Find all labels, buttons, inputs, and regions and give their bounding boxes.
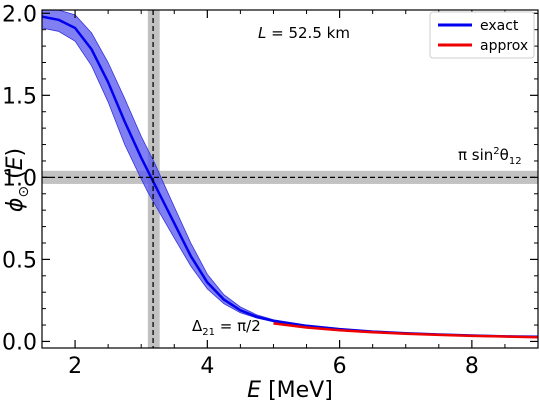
- y-tick-label: 0.0: [2, 330, 37, 355]
- reference-lines: [42, 10, 538, 348]
- y-tick-label: 1.5: [2, 84, 37, 109]
- x-axis-label: E [MeV]: [247, 378, 333, 403]
- hline-label: π sin2θ12: [458, 146, 522, 167]
- annotation-baseline: L = 52.5 km: [258, 24, 350, 42]
- x-tick-label: 2: [68, 354, 82, 379]
- y-tick-label: 0.5: [2, 248, 37, 273]
- x-tick-label: 4: [200, 354, 214, 379]
- y-tick-label: 2.0: [2, 2, 37, 27]
- series-line-approx: [273, 322, 539, 339]
- plot-frame: [41, 9, 539, 349]
- y-tick-label: 1.0: [2, 166, 37, 191]
- axis-ticks: 2 4 6 8 0.0 0.5 1.0 1.5 2.0: [2, 2, 539, 379]
- legend-label-approx: approx: [480, 38, 528, 54]
- x-tick-label: 6: [333, 354, 347, 379]
- legend: exact approx: [429, 11, 535, 59]
- y-axis-label: ϕ⊙ (E): [3, 148, 32, 212]
- x-tick-label: 8: [465, 354, 479, 379]
- legend-label-exact: exact: [480, 18, 519, 34]
